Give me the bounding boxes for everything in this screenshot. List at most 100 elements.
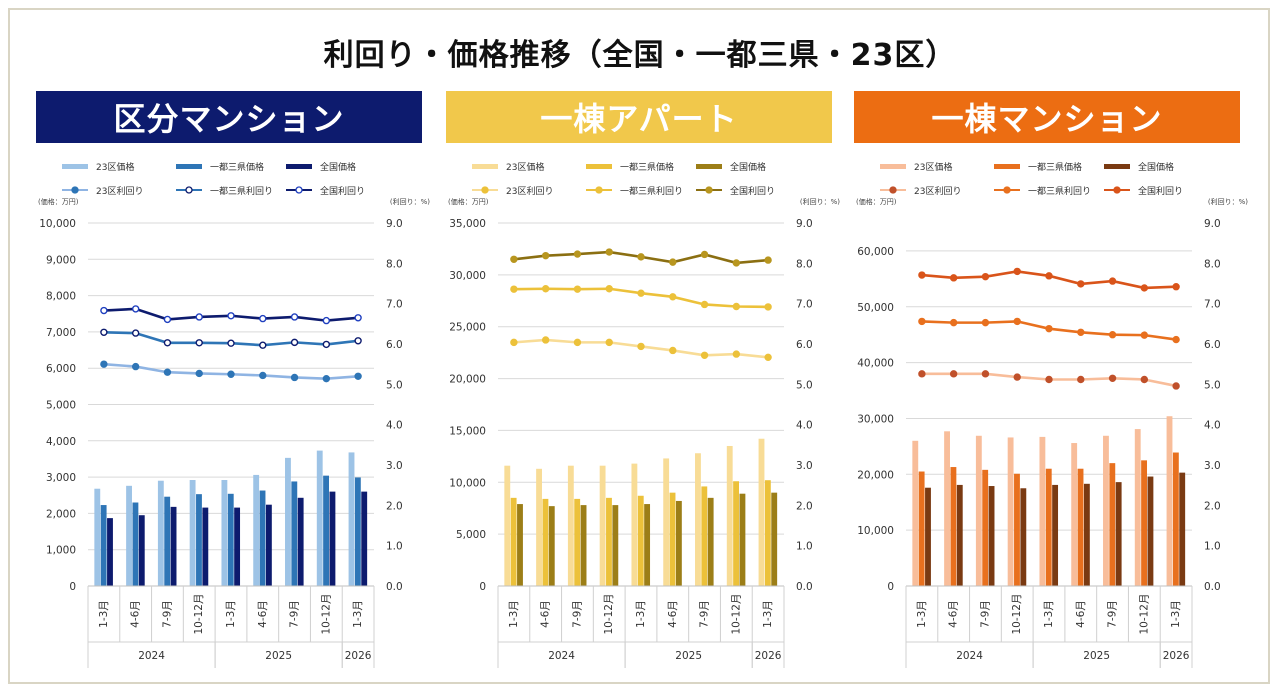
bar-一都三県価格-8 [1172, 452, 1179, 586]
point-全国利回り-0 [918, 271, 926, 279]
bar-全国価格-7 [1147, 476, 1154, 586]
y-left-tick-label: 7,000 [46, 327, 76, 339]
bar-一都三県価格-6 [291, 481, 298, 586]
bar-一都三県価格-3 [1014, 473, 1020, 586]
bar-一都三県価格-5 [259, 490, 266, 586]
bar-23区価格-7 [1134, 429, 1141, 586]
bar-一都三県価格-4 [1045, 468, 1052, 586]
point-全国利回り-6 [290, 313, 299, 321]
bar-全国価格-6 [297, 497, 304, 586]
point-23区利回り-2 [573, 338, 582, 347]
legend-line-2: 全国利回り [286, 185, 365, 197]
bar-23区価格-5 [663, 458, 670, 586]
y-left-tick-label: 20,000 [449, 374, 486, 386]
y-left-tick-label: 60,000 [857, 246, 894, 258]
point-全国利回り-1 [949, 274, 958, 282]
y-right-tick-label: 7.0 [1204, 299, 1221, 311]
legend-bar-0: 23区価格 [880, 161, 952, 173]
page-title: 利回り・価格推移（全国・一都三県・23区） [323, 38, 957, 73]
point-23区利回り-0 [100, 360, 108, 368]
point-全国利回り-8 [764, 256, 772, 264]
point-一都三県利回り-4 [637, 289, 645, 297]
x-tick-label-2: 7-9月 [979, 600, 991, 628]
legend-swatch [696, 164, 722, 169]
y-left-tick-label: 1,000 [46, 545, 76, 557]
y-right-tick-label: 1.0 [1204, 541, 1221, 553]
point-23区利回り-3 [1013, 373, 1021, 381]
point-一都三県利回り-5 [259, 341, 267, 349]
bar-全国価格-1 [956, 484, 963, 586]
bar-一都三県価格-6 [1109, 463, 1116, 586]
point-一都三県利回り-8 [354, 337, 362, 345]
point-一都三県利回り-6 [700, 300, 709, 309]
legend-label: 23区価格 [506, 161, 544, 173]
y-right-unit-label: (利回り：%) [1208, 197, 1248, 206]
legend-line-0: 23区利回り [880, 185, 961, 197]
bar-23区価格-0 [94, 488, 101, 586]
x-tick-label-0: 1-3月 [508, 600, 520, 628]
legend-swatch [62, 164, 88, 169]
point-23区利回り-1 [131, 362, 140, 371]
bar-全国価格-7 [329, 491, 336, 586]
x-tick-label-5: 4-6月 [1075, 600, 1087, 628]
bar-全国価格-8 [1179, 472, 1186, 586]
legend-bar-1: 一都三県価格 [176, 161, 264, 173]
point-全国利回り-5 [259, 314, 267, 323]
legend-bar-2: 全国価格 [696, 161, 766, 173]
bar-23区価格-6 [1103, 435, 1109, 586]
bar-23区価格-1 [126, 485, 132, 586]
x-tick-label-8: 1-3月 [762, 600, 774, 628]
bar-23区価格-2 [567, 465, 574, 586]
y-left-tick-label: 10,000 [857, 525, 894, 537]
x-tick-label-6: 7-9月 [289, 600, 301, 628]
point-23区利回り-4 [637, 342, 645, 351]
point-23区利回り-4 [227, 370, 235, 378]
legend-label: 全国価格 [1138, 161, 1174, 173]
x-tick-label-1: 4-6月 [130, 600, 142, 628]
point-全国利回り-4 [1045, 272, 1053, 280]
y-left-tick-label: 0 [887, 581, 894, 593]
x-tick-label-8: 1-3月 [352, 600, 364, 628]
point-全国利回り-6 [700, 250, 709, 259]
bar-一都三県価格-6 [701, 486, 708, 586]
y-left-unit-label: (価格：万円) [448, 197, 489, 206]
y-right-unit-label: (利回り：%) [390, 197, 430, 206]
legend-line-1: 一都三県利回り [994, 185, 1091, 197]
legend-line-2: 全国利回り [696, 185, 775, 197]
bar-全国価格-5 [265, 504, 272, 586]
bar-23区価格-1 [944, 431, 950, 586]
point-一都三県利回り-1 [131, 329, 140, 337]
year-label-2024: 2024 [548, 650, 575, 662]
bar-全国価格-2 [580, 505, 587, 586]
chart-ittou-mansion: 23区価格 一都三県価格 全国価格 23区利回り 一都三県利回り 全国利回り (価格：万円)… [856, 161, 1248, 668]
point-一都三県利回り-1 [541, 285, 550, 293]
bar-23区価格-2 [157, 480, 164, 586]
y-right-tick-label: 3.0 [386, 460, 403, 472]
point-全国利回り-5 [669, 258, 677, 266]
point-23区利回り-7 [1140, 375, 1149, 384]
point-一都三県利回り-5 [1077, 328, 1085, 337]
legend-swatch-marker [71, 186, 79, 194]
legend-bar-2: 全国価格 [1104, 161, 1174, 173]
x-tick-label-2: 7-9月 [571, 600, 583, 628]
bar-23区価格-0 [912, 440, 919, 586]
point-全国利回り-3 [1013, 267, 1021, 276]
point-一都三県利回り-6 [1108, 331, 1117, 339]
point-一都三県利回り-7 [1140, 331, 1149, 339]
bar-一都三県価格-7 [733, 481, 740, 586]
point-全国利回り-2 [981, 272, 990, 281]
legend-line-1: 一都三県利回り [176, 185, 273, 197]
bar-全国価格-4 [1052, 484, 1059, 586]
bar-23区価格-8 [1166, 416, 1173, 586]
x-tick-label-7: 10-12月 [1138, 593, 1150, 634]
x-tick-label-0: 1-3月 [916, 600, 928, 628]
point-一都三県利回り-0 [918, 317, 926, 326]
bar-全国価格-0 [107, 518, 113, 586]
year-label-2025: 2025 [265, 650, 292, 662]
y-left-tick-label: 0 [69, 581, 76, 593]
point-23区利回り-4 [1045, 375, 1053, 384]
point-23区利回り-8 [764, 353, 772, 362]
legend-swatch-marker [295, 186, 303, 194]
y-right-tick-label: 4.0 [796, 420, 813, 432]
bar-23区価格-6 [695, 453, 701, 586]
